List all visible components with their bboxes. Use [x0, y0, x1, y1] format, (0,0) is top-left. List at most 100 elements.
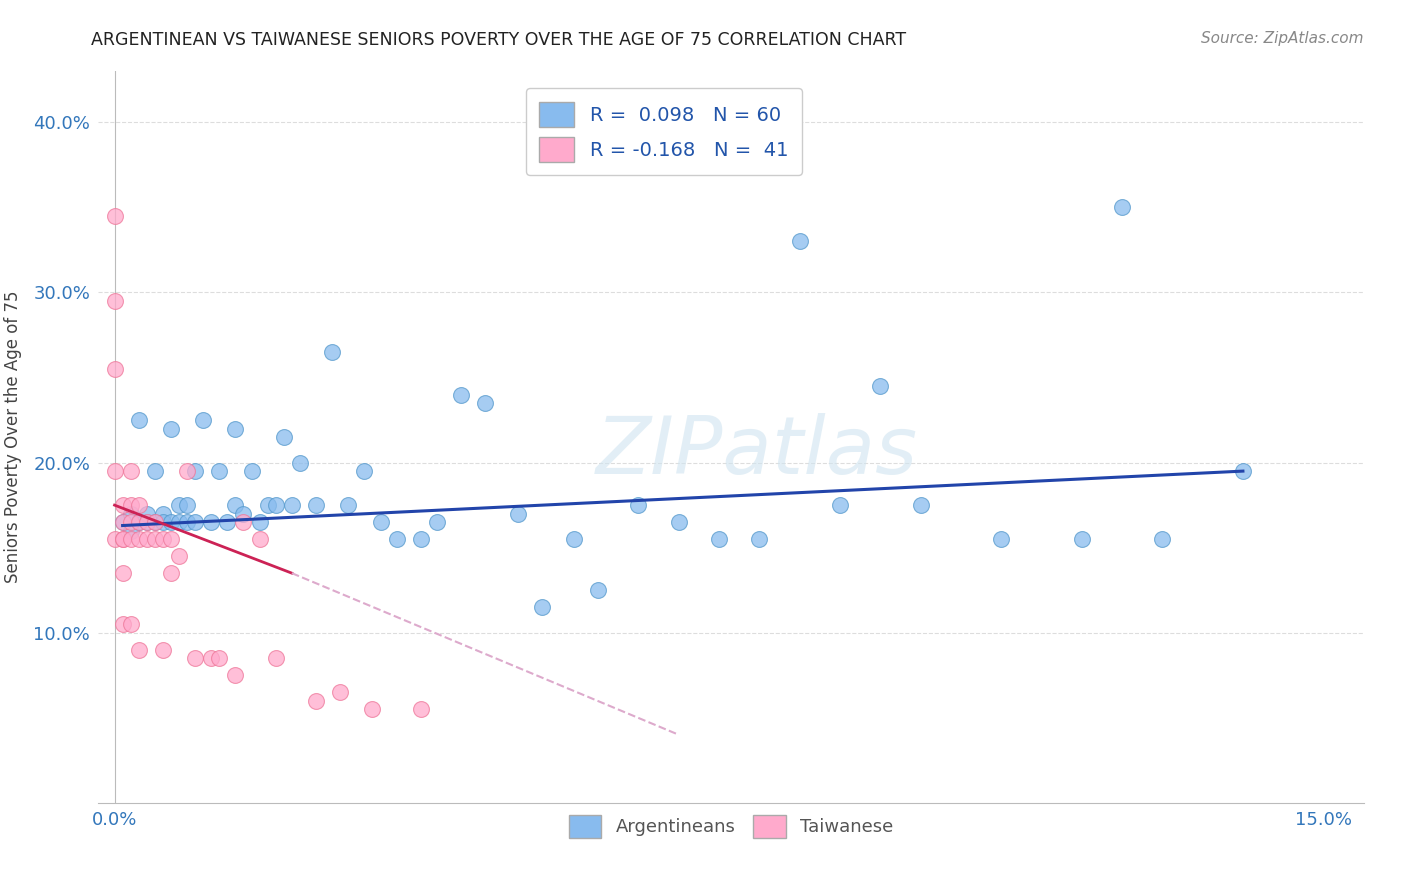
- Point: [353, 464, 375, 478]
- Point: [869, 379, 891, 393]
- Point: [120, 617, 142, 632]
- Point: [273, 430, 295, 444]
- Point: [707, 532, 730, 546]
- Point: [120, 515, 142, 529]
- Point: [530, 600, 553, 615]
- Point: [184, 515, 207, 529]
- Text: ARGENTINEAN VS TAIWANESE SENIORS POVERTY OVER THE AGE OF 75 CORRELATION CHART: ARGENTINEAN VS TAIWANESE SENIORS POVERTY…: [91, 31, 907, 49]
- Point: [167, 515, 190, 529]
- Point: [103, 209, 125, 223]
- Point: [120, 524, 142, 538]
- Point: [1070, 532, 1092, 546]
- Point: [627, 498, 650, 512]
- Point: [305, 498, 328, 512]
- Point: [143, 532, 166, 546]
- Point: [128, 515, 150, 529]
- Point: [409, 702, 432, 716]
- Point: [208, 651, 231, 665]
- Point: [288, 456, 311, 470]
- Point: [143, 464, 166, 478]
- Point: [176, 464, 198, 478]
- Point: [103, 464, 125, 478]
- Point: [232, 507, 254, 521]
- Point: [337, 498, 360, 512]
- Y-axis label: Seniors Poverty Over the Age of 75: Seniors Poverty Over the Age of 75: [4, 291, 22, 583]
- Point: [586, 583, 609, 598]
- Point: [103, 293, 125, 308]
- Point: [193, 413, 215, 427]
- Point: [120, 532, 142, 546]
- Point: [128, 642, 150, 657]
- Point: [128, 498, 150, 512]
- Point: [789, 235, 811, 249]
- Point: [506, 507, 529, 521]
- Point: [1152, 532, 1174, 546]
- Point: [143, 515, 166, 529]
- Point: [232, 515, 254, 529]
- Point: [256, 498, 278, 512]
- Point: [128, 515, 150, 529]
- Point: [1232, 464, 1254, 478]
- Point: [385, 532, 408, 546]
- Point: [111, 498, 134, 512]
- Text: ZIPatlas: ZIPatlas: [595, 413, 918, 491]
- Point: [361, 702, 384, 716]
- Point: [103, 532, 125, 546]
- Point: [217, 515, 239, 529]
- Point: [370, 515, 392, 529]
- Point: [152, 507, 174, 521]
- Point: [111, 617, 134, 632]
- Point: [128, 413, 150, 427]
- Point: [200, 515, 222, 529]
- Point: [176, 498, 198, 512]
- Point: [167, 498, 190, 512]
- Point: [111, 515, 134, 529]
- Point: [321, 345, 343, 359]
- Point: [264, 498, 287, 512]
- Point: [450, 387, 472, 401]
- Point: [1111, 201, 1133, 215]
- Point: [562, 532, 585, 546]
- Point: [748, 532, 770, 546]
- Point: [910, 498, 932, 512]
- Point: [135, 515, 157, 529]
- Point: [240, 464, 263, 478]
- Point: [160, 515, 183, 529]
- Point: [135, 515, 157, 529]
- Point: [120, 464, 142, 478]
- Point: [120, 498, 142, 512]
- Point: [152, 515, 174, 529]
- Point: [264, 651, 287, 665]
- Legend: Argentineans, Taiwanese: Argentineans, Taiwanese: [561, 807, 901, 845]
- Point: [111, 566, 134, 581]
- Point: [160, 566, 183, 581]
- Point: [668, 515, 690, 529]
- Point: [990, 532, 1012, 546]
- Point: [184, 464, 207, 478]
- Point: [176, 515, 198, 529]
- Point: [111, 532, 134, 546]
- Point: [474, 396, 496, 410]
- Point: [184, 651, 207, 665]
- Point: [426, 515, 449, 529]
- Point: [224, 498, 246, 512]
- Text: Source: ZipAtlas.com: Source: ZipAtlas.com: [1201, 31, 1364, 46]
- Point: [208, 464, 231, 478]
- Point: [152, 642, 174, 657]
- Point: [152, 532, 174, 546]
- Point: [111, 532, 134, 546]
- Point: [249, 532, 271, 546]
- Point: [305, 694, 328, 708]
- Point: [135, 532, 157, 546]
- Point: [329, 685, 352, 699]
- Point: [160, 532, 183, 546]
- Point: [135, 507, 157, 521]
- Point: [120, 507, 142, 521]
- Point: [224, 421, 246, 435]
- Point: [160, 421, 183, 435]
- Point: [103, 362, 125, 376]
- Point: [828, 498, 851, 512]
- Point: [128, 532, 150, 546]
- Point: [409, 532, 432, 546]
- Point: [224, 668, 246, 682]
